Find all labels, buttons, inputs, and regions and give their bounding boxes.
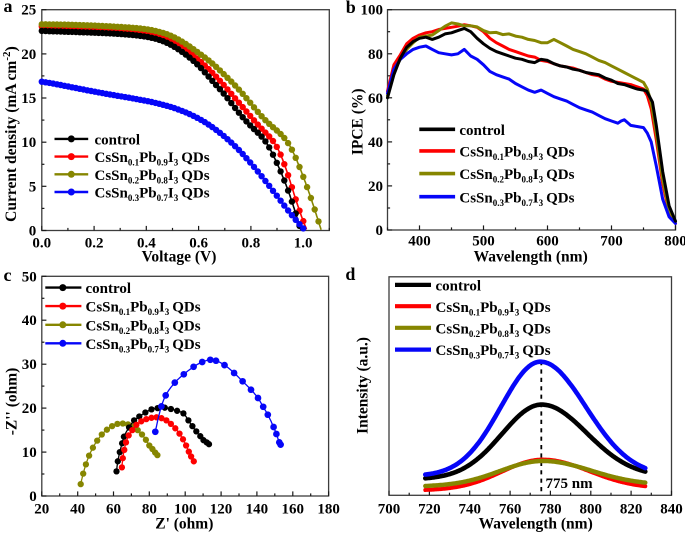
svg-text:30: 30 — [22, 357, 37, 373]
svg-text:Wavelength (nm): Wavelength (nm) — [474, 248, 588, 265]
svg-text:Wavelength (nm): Wavelength (nm) — [479, 516, 593, 533]
svg-text:20: 20 — [21, 47, 36, 63]
svg-text:20: 20 — [34, 502, 49, 518]
svg-text:CsSn0.3Pb0.7I3 QDs: CsSn0.3Pb0.7I3 QDs — [86, 337, 201, 355]
svg-text:180: 180 — [317, 502, 340, 518]
svg-text:800: 800 — [664, 234, 685, 250]
svg-text:20: 20 — [368, 179, 383, 195]
svg-text:120: 120 — [210, 502, 233, 518]
svg-text:c: c — [4, 265, 12, 285]
svg-text:0.8: 0.8 — [242, 236, 261, 252]
svg-text:40: 40 — [368, 135, 383, 151]
svg-text:10: 10 — [21, 135, 36, 151]
svg-text:720: 720 — [418, 502, 441, 518]
svg-text:100: 100 — [174, 502, 197, 518]
svg-text:760: 760 — [499, 502, 522, 518]
svg-text:80: 80 — [368, 47, 383, 63]
svg-text:CsSn0.2Pb0.8I3 QDs: CsSn0.2Pb0.8I3 QDs — [459, 167, 574, 185]
svg-text:100: 100 — [361, 3, 384, 19]
svg-text:IPCE (%): IPCE (%) — [350, 88, 367, 155]
svg-text:CsSn0.1Pb0.9I3 QDs: CsSn0.1Pb0.9I3 QDs — [436, 300, 551, 318]
svg-text:-Z'' (ohm): -Z'' (ohm) — [4, 368, 21, 436]
svg-text:control: control — [436, 279, 482, 295]
svg-text:control: control — [86, 281, 132, 297]
svg-text:80: 80 — [142, 502, 157, 518]
svg-text:CsSn0.3Pb0.7I3 QDs: CsSn0.3Pb0.7I3 QDs — [459, 190, 574, 208]
svg-text:Current density (mA cm-2): Current density (mA cm-2) — [1, 46, 20, 222]
svg-text:CsSn0.3Pb0.7I3 QDs: CsSn0.3Pb0.7I3 QDs — [436, 343, 551, 361]
svg-text:control: control — [459, 123, 505, 139]
svg-text:0: 0 — [29, 224, 37, 240]
svg-text:700: 700 — [378, 502, 401, 518]
svg-text:Z' (ohm): Z' (ohm) — [155, 516, 213, 533]
svg-text:Intensity (a.u.): Intensity (a.u.) — [355, 337, 372, 434]
svg-text:CsSn0.2Pb0.8I3 QDs: CsSn0.2Pb0.8I3 QDs — [86, 318, 201, 336]
svg-text:800: 800 — [580, 502, 603, 518]
svg-text:d: d — [345, 264, 355, 284]
svg-text:15: 15 — [21, 91, 36, 107]
svg-text:60: 60 — [368, 91, 383, 107]
svg-text:a: a — [4, 0, 13, 16]
svg-text:1.0: 1.0 — [294, 236, 313, 252]
svg-text:775 nm: 775 nm — [546, 476, 594, 492]
svg-text:CsSn0.1Pb0.9I3 QDs: CsSn0.1Pb0.9I3 QDs — [459, 145, 574, 163]
svg-text:0: 0 — [29, 489, 37, 505]
svg-text:160: 160 — [282, 502, 305, 518]
svg-text:CsSn0.1Pb0.9I3 QDs: CsSn0.1Pb0.9I3 QDs — [86, 300, 201, 318]
svg-text:0: 0 — [376, 223, 384, 239]
svg-text:780: 780 — [539, 502, 562, 518]
svg-text:control: control — [95, 133, 141, 149]
svg-text:600: 600 — [536, 234, 559, 250]
svg-text:0.4: 0.4 — [137, 236, 156, 252]
svg-text:0.6: 0.6 — [189, 236, 208, 252]
svg-text:500: 500 — [472, 234, 495, 250]
svg-text:20: 20 — [22, 401, 37, 417]
svg-text:740: 740 — [458, 502, 481, 518]
svg-text:5: 5 — [29, 179, 37, 195]
svg-text:Voltage (V): Voltage (V) — [142, 248, 217, 265]
svg-text:25: 25 — [21, 3, 36, 19]
svg-text:40: 40 — [70, 502, 85, 518]
svg-text:840: 840 — [660, 502, 683, 518]
svg-text:400: 400 — [408, 234, 431, 250]
svg-text:50: 50 — [22, 269, 37, 285]
svg-text:CsSn0.1Pb0.9I3 QDs: CsSn0.1Pb0.9I3 QDs — [95, 150, 210, 168]
svg-text:CsSn0.3Pb0.7I3 QDs: CsSn0.3Pb0.7I3 QDs — [95, 186, 210, 204]
svg-text:CsSn0.2Pb0.8I3 QDs: CsSn0.2Pb0.8I3 QDs — [436, 321, 551, 339]
svg-text:b: b — [346, 0, 356, 17]
svg-text:140: 140 — [246, 502, 269, 518]
svg-text:0.2: 0.2 — [85, 236, 104, 252]
svg-text:10: 10 — [22, 445, 37, 461]
svg-text:60: 60 — [106, 502, 121, 518]
svg-text:CsSn0.2Pb0.8I3 QDs: CsSn0.2Pb0.8I3 QDs — [95, 168, 210, 186]
svg-text:700: 700 — [600, 234, 623, 250]
svg-text:820: 820 — [620, 502, 643, 518]
svg-text:40: 40 — [22, 313, 37, 329]
svg-text:0.0: 0.0 — [32, 236, 51, 252]
